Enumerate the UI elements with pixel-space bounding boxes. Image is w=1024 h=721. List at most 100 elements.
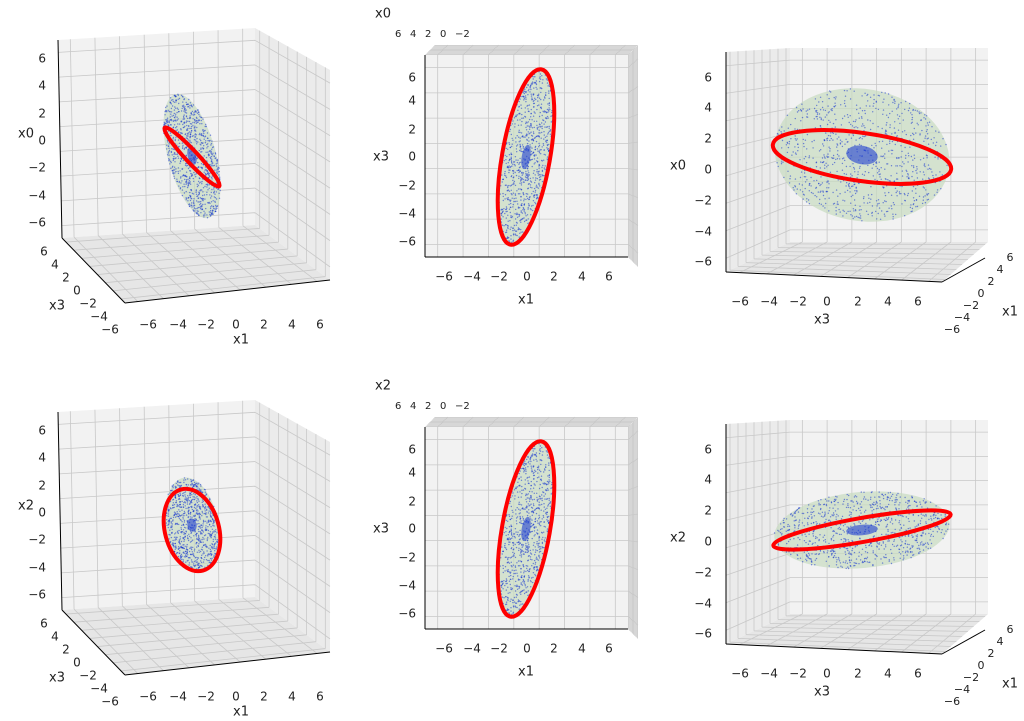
- data-point: [513, 183, 515, 185]
- data-point: [209, 134, 212, 136]
- data-point: [536, 105, 539, 107]
- data-point: [788, 182, 791, 184]
- data-point: [850, 123, 852, 126]
- data-point: [200, 116, 202, 119]
- data-point: [550, 493, 552, 495]
- data-point: [218, 167, 220, 169]
- data-point: [514, 171, 516, 174]
- data-point: [530, 457, 532, 459]
- data-point: [852, 120, 855, 123]
- data-point: [501, 211, 503, 214]
- data-point: [165, 106, 167, 109]
- depth-axis-line: [61, 609, 126, 676]
- data-point: [533, 559, 536, 562]
- depth-tick-label: −4: [954, 311, 970, 324]
- data-point: [506, 237, 509, 239]
- horizontal-tick-label: −4: [463, 642, 481, 656]
- data-point: [216, 207, 218, 210]
- data-point: [524, 111, 526, 113]
- data-point: [509, 592, 511, 594]
- data-point: [530, 93, 532, 95]
- data-point: [184, 178, 186, 181]
- back-wall-gridline: [58, 436, 256, 450]
- side-wall-gridline: [254, 187, 331, 241]
- data-point: [517, 203, 519, 205]
- data-point: [196, 121, 198, 124]
- side-wall-gridline: [725, 552, 791, 576]
- data-point: [182, 537, 185, 539]
- data-point: [177, 512, 179, 515]
- data-point: [190, 197, 192, 199]
- data-point: [890, 205, 892, 207]
- data-point: [916, 166, 918, 168]
- data-point: [835, 189, 838, 191]
- data-point: [913, 179, 915, 181]
- data-point: [180, 545, 182, 547]
- data-point: [935, 174, 937, 176]
- data-point: [203, 544, 205, 546]
- data-point: [884, 153, 886, 155]
- data-point: [197, 545, 200, 548]
- data-point: [189, 557, 191, 559]
- data-point: [199, 550, 202, 553]
- data-point: [521, 549, 523, 552]
- data-point: [207, 555, 209, 557]
- data-point: [183, 547, 185, 550]
- data-point: [209, 156, 211, 159]
- back-wall-gridline: [59, 113, 256, 128]
- data-point: [509, 500, 512, 503]
- data-point: [168, 158, 170, 160]
- data-point: [189, 178, 191, 180]
- data-point: [512, 511, 514, 513]
- horizontal-tick-label: −6: [139, 318, 157, 332]
- data-point: [507, 198, 509, 201]
- data-point: [206, 522, 208, 524]
- data-point: [179, 498, 181, 500]
- data-point: [513, 548, 515, 550]
- floor-gridline: [874, 613, 927, 652]
- data-point: [509, 146, 511, 149]
- vertical-axis-label: x2: [18, 499, 34, 514]
- data-point: [165, 110, 168, 112]
- data-point: [859, 215, 862, 217]
- data-point: [519, 509, 521, 511]
- vertical-tick-label: −2: [28, 161, 46, 175]
- data-point: [172, 502, 175, 504]
- data-point: [200, 142, 203, 144]
- data-point: [810, 176, 812, 179]
- data-point: [214, 543, 216, 545]
- data-point: [823, 161, 825, 163]
- data-point: [190, 491, 193, 493]
- data-point: [836, 143, 838, 145]
- data-point: [913, 127, 915, 130]
- data-point: [827, 164, 829, 166]
- data-point: [797, 143, 799, 145]
- data-point: [194, 125, 196, 128]
- data-point: [195, 512, 197, 514]
- data-point: [190, 175, 193, 177]
- data-point: [180, 176, 182, 178]
- data-point: [884, 194, 887, 197]
- data-point: [175, 136, 177, 138]
- data-point: [177, 504, 179, 506]
- floor-gridline: [218, 227, 292, 285]
- data-point: [174, 487, 177, 489]
- data-point: [213, 530, 215, 532]
- data-point: [549, 501, 552, 503]
- data-point: [198, 512, 201, 514]
- data-point: [203, 559, 205, 561]
- data-point: [207, 512, 210, 514]
- data-point: [170, 107, 173, 110]
- data-point: [528, 88, 530, 91]
- data-point: [180, 94, 183, 97]
- data-point: [174, 138, 176, 140]
- data-point: [518, 169, 520, 171]
- data-point: [184, 125, 186, 128]
- red-ellipse-curve: [495, 439, 557, 619]
- horizontal-tick-label: −4: [760, 667, 778, 681]
- data-point: [544, 537, 546, 539]
- data-point: [514, 123, 516, 125]
- data-point: [841, 169, 844, 171]
- data-point: [180, 158, 183, 161]
- data-point: [510, 156, 512, 158]
